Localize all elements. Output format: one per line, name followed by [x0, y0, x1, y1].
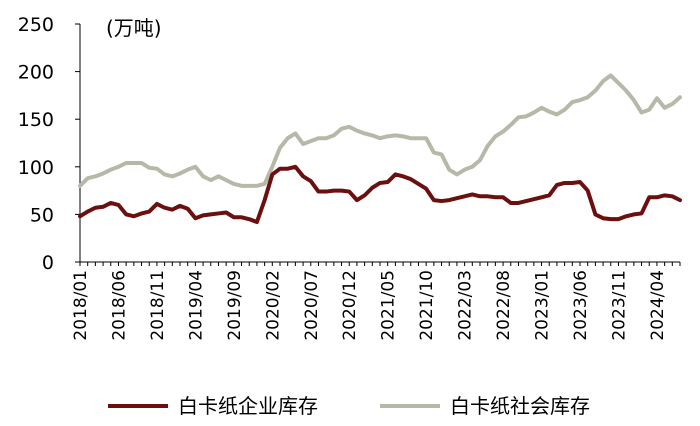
y-tick-label: 150 [18, 109, 54, 131]
x-axis: 2018/01 2018/06 2018/11 2019/04 2019/09 2020/… [71, 261, 681, 341]
y-tick-label: 200 [18, 62, 54, 84]
x-tick-label: 2024/04 [648, 270, 668, 341]
y-axis: 0 50 100 150 200 250 [18, 14, 81, 274]
legend-label-enterprise-inventory: 白卡纸企业库存 [178, 394, 318, 418]
x-tick-label: 2019/04 [186, 270, 206, 341]
social-inventory-line [78, 73, 682, 188]
x-tick-label: 2018/11 [148, 270, 168, 341]
y-tick-label: 250 [18, 14, 54, 36]
x-tick-label: 2023/01 [533, 270, 553, 341]
unit-label: (万吨) [106, 16, 162, 40]
y-tick-label: 50 [30, 204, 54, 226]
x-tick-label: 2023/11 [609, 270, 629, 341]
x-tick-label: 2018/06 [109, 270, 129, 341]
x-tick-label: 2018/01 [71, 270, 91, 341]
y-tick-label: 100 [18, 157, 54, 179]
x-tick-label: 2019/09 [225, 270, 245, 341]
x-tick-label: 2022/03 [456, 270, 476, 341]
legend: 白卡纸企业库存 白卡纸社会库存 [108, 394, 590, 418]
y-tick-label: 0 [42, 252, 54, 274]
x-tick-label: 2021/05 [379, 270, 399, 341]
x-tick-label: 2023/06 [571, 270, 591, 341]
x-tick-label: 2020/07 [302, 270, 322, 341]
legend-label-social-inventory: 白卡纸社会库存 [450, 394, 590, 418]
series-layer [78, 73, 682, 225]
x-tick-label: 2021/10 [417, 270, 437, 341]
x-tick-label: 2020/02 [263, 270, 283, 341]
x-tick-label: 2020/12 [340, 270, 360, 341]
x-tick-label: 2022/08 [494, 270, 514, 341]
enterprise-inventory-line [78, 164, 682, 225]
